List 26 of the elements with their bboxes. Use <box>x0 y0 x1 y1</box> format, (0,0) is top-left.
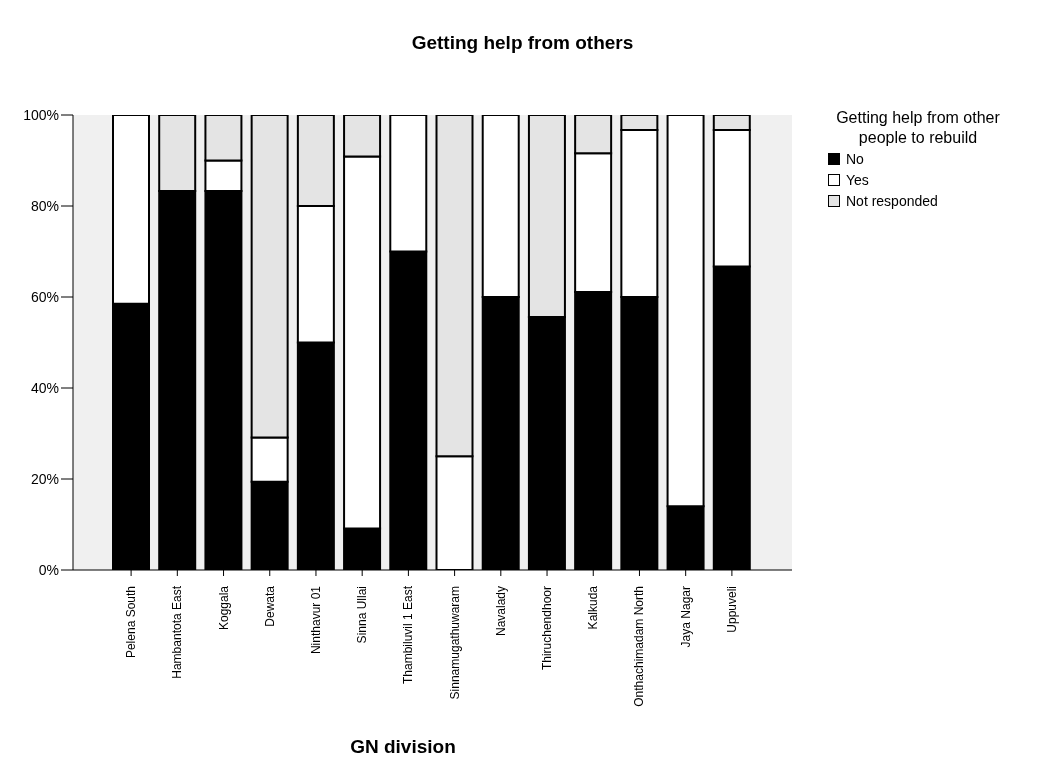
x-tick-label: Sinna Ullai <box>355 586 370 644</box>
chart-title: Getting help from others <box>410 32 635 54</box>
x-tick-label: Pelena South <box>124 586 139 659</box>
x-tick-label: Uppuveli <box>724 586 739 633</box>
x-tick-label: Kalkuda <box>586 585 601 630</box>
x-tick-label: Thiruchendhoor <box>540 586 555 671</box>
legend-label: Yes <box>846 171 869 188</box>
x-tick-label: Ninthavur 01 <box>308 585 323 655</box>
x-tick-label: Navalady <box>493 586 508 637</box>
y-tick-label: 60% <box>30 288 59 305</box>
y-tick-label: 0% <box>38 561 59 578</box>
x-tick-label: Koggala <box>216 585 231 631</box>
x-tick-label: Sinnamugathuwaram <box>447 586 462 700</box>
x-tick-label: Dewata <box>262 585 277 627</box>
y-tick-label: 40% <box>30 379 59 396</box>
y-tick-label: 100% <box>23 106 59 123</box>
x-tick-label: Thambiluvil 1 East <box>401 585 416 685</box>
x-tick-label: Onthachimadam North <box>632 586 647 707</box>
legend-label: No <box>846 150 864 167</box>
x-tick-label: Hambantota East <box>170 585 185 679</box>
legend-title: Getting help from other people to rebuild <box>835 108 1001 148</box>
legend-label: Not responded <box>846 192 938 209</box>
y-tick-label: 80% <box>30 197 59 214</box>
x-tick-label: Jaya Nagar <box>678 586 693 648</box>
y-tick-label: 20% <box>30 470 59 487</box>
x-axis-title: GN division <box>349 736 457 758</box>
